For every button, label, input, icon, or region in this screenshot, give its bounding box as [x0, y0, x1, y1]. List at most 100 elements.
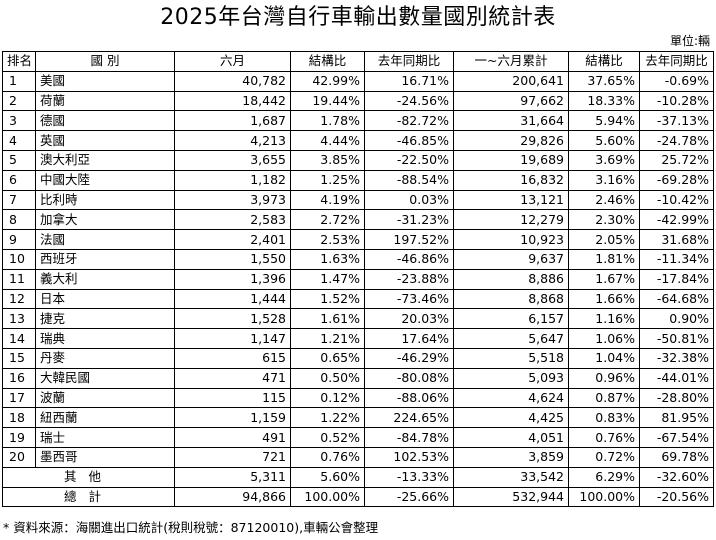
june-share-cell: 1.25%: [290, 169, 365, 191]
ytd-yoy-cell: -17.84%: [639, 268, 714, 290]
page-title: 2025年台灣自行車輸出數量國別統計表: [160, 5, 556, 30]
country-cell: 西班牙: [35, 248, 175, 270]
table-row: 15 丹麥 615 0.65% -46.29% 5,518 1.04% -32.38%: [2, 347, 714, 369]
country-cell: 澳大利亞: [35, 149, 175, 171]
table-row: 3 德國 1,687 1.78% -82.72% 31,664 5.94% -37.13%: [2, 110, 714, 132]
rank-cell: 19: [2, 427, 36, 448]
june-yoy-cell: -46.29%: [364, 347, 454, 369]
total-ytd: 532,944: [453, 486, 569, 508]
table-body: 1 美國 40,782 42.99% 16.71% 200,641 37.65% -0.69%…: [2, 70, 714, 468]
june-yoy-cell: -46.85%: [364, 130, 454, 151]
rank-cell: 10: [2, 248, 36, 270]
june-yoy-cell: -84.78%: [364, 427, 454, 448]
others-ytd-yoy: -32.60%: [639, 466, 714, 488]
country-cell: 丹麥: [35, 347, 175, 369]
header-ytd-yoy: 去年同期比: [639, 51, 714, 72]
others-share: 5.60%: [290, 466, 365, 488]
rank-cell: 7: [2, 189, 36, 211]
june-yoy-cell: -80.08%: [364, 367, 454, 389]
june-yoy-cell: 20.03%: [364, 308, 454, 330]
june-yoy-cell: -73.46%: [364, 288, 454, 310]
ytd-cell: 4,051: [453, 427, 569, 448]
june-share-cell: 4.19%: [290, 189, 365, 211]
country-cell: 捷克: [35, 308, 175, 330]
june-cell: 3,655: [174, 149, 291, 171]
ytd-yoy-cell: -44.01%: [639, 367, 714, 389]
ytd-cell: 29,826: [453, 130, 569, 151]
rank-cell: 17: [2, 387, 36, 409]
june-share-cell: 1.47%: [290, 268, 365, 290]
table-row: 2 荷蘭 18,442 19.44% -24.56% 97,662 18.33% -10.28…: [2, 90, 714, 112]
total-label: 總計: [2, 486, 175, 508]
june-share-cell: 1.22%: [290, 407, 365, 429]
june-yoy-cell: 197.52%: [364, 229, 454, 250]
june-share-cell: 2.72%: [290, 209, 365, 231]
june-share-cell: 1.78%: [290, 110, 365, 132]
rank-cell: 14: [2, 328, 36, 349]
june-yoy-cell: -23.88%: [364, 268, 454, 290]
ytd-share-cell: 1.67%: [568, 268, 640, 290]
rank-cell: 9: [2, 229, 36, 250]
ytd-share-cell: 3.16%: [568, 169, 640, 191]
june-cell: 2,583: [174, 209, 291, 231]
table-row: 11 義大利 1,396 1.47% -23.88% 8,886 1.67% -17.84%: [2, 268, 714, 290]
ytd-cell: 5,647: [453, 328, 569, 349]
ytd-cell: 4,624: [453, 387, 569, 409]
table-row: 20 墨西哥 721 0.76% 102.53% 3,859 0.72% 69.78%: [2, 446, 714, 468]
others-label: 其他: [2, 466, 175, 488]
ytd-yoy-cell: 69.78%: [639, 446, 714, 468]
country-cell: 荷蘭: [35, 90, 175, 112]
june-cell: 3,973: [174, 189, 291, 211]
ytd-yoy-cell: -0.69%: [639, 70, 714, 92]
ytd-yoy-cell: -64.68%: [639, 288, 714, 310]
ytd-share-cell: 1.16%: [568, 308, 640, 330]
june-share-cell: 0.52%: [290, 427, 365, 448]
ytd-cell: 5,093: [453, 367, 569, 389]
june-cell: 115: [174, 387, 291, 409]
ytd-cell: 5,518: [453, 347, 569, 369]
others-june: 5,311: [174, 466, 291, 488]
country-cell: 日本: [35, 288, 175, 310]
table-row: 5 澳大利亞 3,655 3.85% -22.50% 19,689 3.69% 25.72%: [2, 149, 714, 171]
table-row: 9 法國 2,401 2.53% 197.52% 10,923 2.05% 31.68%: [2, 229, 714, 250]
june-share-cell: 2.53%: [290, 229, 365, 250]
june-share-cell: 1.61%: [290, 308, 365, 330]
rank-cell: 4: [2, 130, 36, 151]
ytd-yoy-cell: 25.72%: [639, 149, 714, 171]
others-yoy: -13.33%: [364, 466, 454, 488]
ytd-yoy-cell: 0.90%: [639, 308, 714, 330]
june-share-cell: 1.52%: [290, 288, 365, 310]
header-ytd: 一~六月累計: [453, 51, 569, 72]
country-cell: 紐西蘭: [35, 407, 175, 429]
rank-cell: 16: [2, 367, 36, 389]
june-cell: 615: [174, 347, 291, 369]
country-cell: 瑞士: [35, 427, 175, 448]
ytd-cell: 8,868: [453, 288, 569, 310]
june-yoy-cell: -31.23%: [364, 209, 454, 231]
june-yoy-cell: 16.71%: [364, 70, 454, 92]
ytd-share-cell: 3.69%: [568, 149, 640, 171]
total-share: 100.00%: [290, 486, 365, 508]
header-ytd-share: 結構比: [568, 51, 640, 72]
june-cell: 721: [174, 446, 291, 468]
june-cell: 1,687: [174, 110, 291, 132]
ytd-share-cell: 1.06%: [568, 328, 640, 349]
june-yoy-cell: 224.65%: [364, 407, 454, 429]
june-yoy-cell: 0.03%: [364, 189, 454, 211]
ytd-share-cell: 0.83%: [568, 407, 640, 429]
ytd-cell: 10,923: [453, 229, 569, 250]
ytd-yoy-cell: -69.28%: [639, 169, 714, 191]
ytd-share-cell: 5.94%: [568, 110, 640, 132]
country-cell: 美國: [35, 70, 175, 92]
header-country: 國 別: [35, 51, 175, 72]
ytd-share-cell: 0.76%: [568, 427, 640, 448]
country-cell: 法國: [35, 229, 175, 250]
june-yoy-cell: -22.50%: [364, 149, 454, 171]
ytd-share-cell: 1.66%: [568, 288, 640, 310]
table-row: 12 日本 1,444 1.52% -73.46% 8,868 1.66% -64.68%: [2, 288, 714, 310]
country-cell: 大韓民國: [35, 367, 175, 389]
june-share-cell: 42.99%: [290, 70, 365, 92]
table-row: 7 比利時 3,973 4.19% 0.03% 13,121 2.46% -10.42%: [2, 189, 714, 211]
total-yoy: -25.66%: [364, 486, 454, 508]
table-row: 4 英國 4,213 4.44% -46.85% 29,826 5.60% -24.78%: [2, 130, 714, 151]
